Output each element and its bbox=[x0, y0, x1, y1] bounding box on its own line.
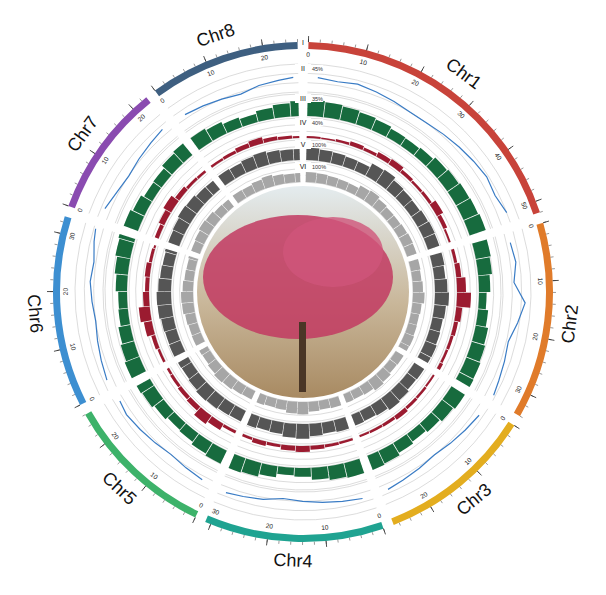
svg-text:0: 0 bbox=[88, 396, 96, 403]
svg-text:100%: 100% bbox=[312, 164, 326, 170]
svg-text:20: 20 bbox=[419, 490, 429, 500]
svg-text:30: 30 bbox=[456, 110, 466, 120]
svg-text:10: 10 bbox=[69, 342, 78, 351]
svg-text:Chr4: Chr4 bbox=[273, 550, 313, 571]
svg-text:Chr2: Chr2 bbox=[558, 303, 583, 344]
svg-text:10: 10 bbox=[149, 471, 159, 481]
svg-text:0: 0 bbox=[528, 223, 536, 229]
svg-text:20: 20 bbox=[62, 288, 69, 296]
svg-text:0: 0 bbox=[306, 51, 310, 58]
svg-text:Chr8: Chr8 bbox=[194, 19, 237, 51]
svg-text:0: 0 bbox=[76, 207, 84, 213]
svg-text:Chr6: Chr6 bbox=[24, 293, 47, 334]
svg-text:0: 0 bbox=[499, 414, 507, 421]
svg-text:10: 10 bbox=[463, 456, 473, 466]
svg-text:35%: 35% bbox=[312, 96, 323, 102]
svg-text:III: III bbox=[300, 95, 306, 102]
svg-text:40%: 40% bbox=[312, 120, 323, 126]
svg-text:VI: VI bbox=[300, 163, 307, 170]
svg-text:30: 30 bbox=[513, 384, 523, 394]
svg-text:20: 20 bbox=[265, 522, 274, 530]
svg-text:0: 0 bbox=[198, 501, 205, 509]
svg-text:40: 40 bbox=[493, 151, 503, 161]
svg-text:10: 10 bbox=[537, 277, 544, 285]
svg-text:30: 30 bbox=[68, 231, 77, 240]
svg-text:20: 20 bbox=[531, 332, 539, 341]
svg-text:10: 10 bbox=[100, 155, 110, 165]
svg-text:IV: IV bbox=[300, 119, 307, 126]
svg-text:20: 20 bbox=[411, 78, 421, 88]
svg-text:I: I bbox=[302, 39, 304, 46]
svg-text:20: 20 bbox=[260, 53, 269, 61]
svg-text:Chr3: Chr3 bbox=[453, 479, 496, 519]
svg-text:30: 30 bbox=[211, 507, 221, 516]
svg-text:45%: 45% bbox=[312, 66, 323, 72]
svg-text:50: 50 bbox=[520, 201, 529, 211]
svg-text:0: 0 bbox=[159, 96, 166, 104]
svg-text:Chr5: Chr5 bbox=[98, 468, 140, 509]
svg-text:10: 10 bbox=[321, 523, 329, 531]
svg-text:0: 0 bbox=[376, 512, 382, 520]
svg-text:100%: 100% bbox=[312, 142, 326, 148]
svg-text:Chr1: Chr1 bbox=[442, 54, 485, 93]
svg-text:10: 10 bbox=[206, 68, 216, 77]
svg-text:20: 20 bbox=[136, 112, 146, 122]
svg-text:Chr7: Chr7 bbox=[63, 112, 102, 155]
svg-text:V: V bbox=[301, 141, 306, 148]
svg-text:20: 20 bbox=[111, 431, 121, 441]
svg-text:10: 10 bbox=[359, 58, 368, 67]
svg-text:II: II bbox=[301, 65, 305, 72]
